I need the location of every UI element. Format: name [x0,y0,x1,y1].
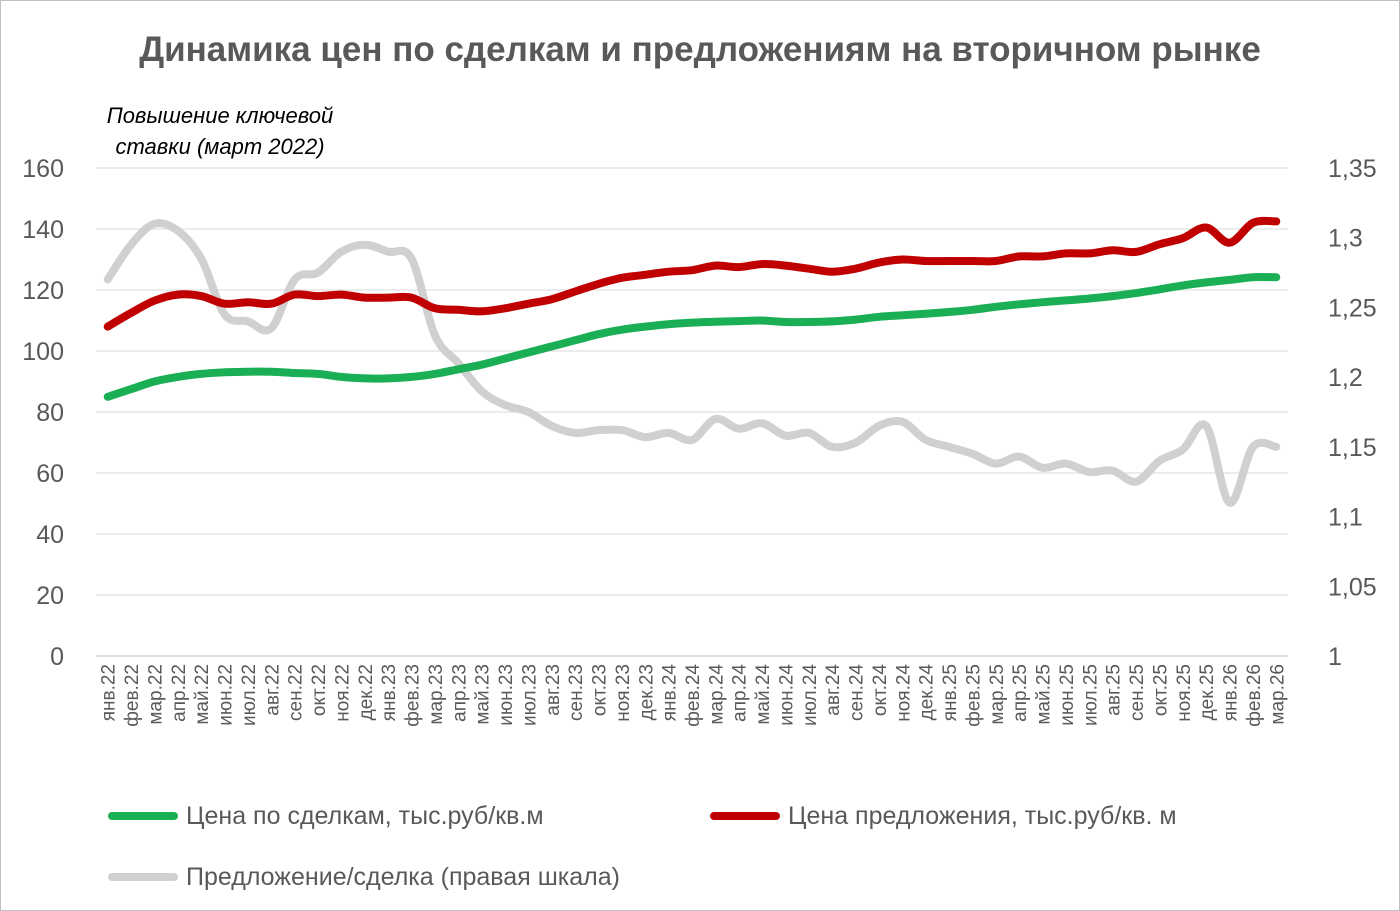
left-axis-tick-label: 100 [22,338,64,366]
x-axis-tick-label: июн.25 [1057,664,1078,726]
x-axis-tick-label: дек.24 [917,664,938,721]
left-axis-tick-label: 80 [36,399,64,427]
x-axis-tick-label: янв.24 [660,664,681,722]
x-axis-tick-label: фев.26 [1244,664,1265,727]
x-axis-tick-label: фев.22 [122,664,143,727]
x-axis-tick-label: май.24 [753,664,774,725]
x-axis-tick-label: дек.22 [356,664,377,720]
left-axis-tick-label: 40 [36,521,64,549]
legend-swatch-deal-price [108,812,178,820]
x-axis-tick-label: апр.22 [169,664,190,722]
right-axis-tick-label: 1,25 [1328,294,1377,322]
x-axis-tick-label: мар.24 [706,664,727,725]
x-axis-tick-label: июн.24 [776,664,797,726]
x-axis-tick-label: окт.24 [870,664,891,717]
x-axis-tick-label: фев.25 [963,664,984,727]
x-axis-tick-label: мар.23 [426,664,447,725]
right-axis-tick-label: 1,3 [1328,225,1363,253]
series-line-offer-deal-ratio [103,219,1281,507]
x-axis-tick-label: июн.22 [216,664,237,726]
x-axis-tick-label: дек.23 [636,664,657,720]
series-line-deal-price [103,272,1281,401]
x-axis-tick-label: апр.25 [1010,664,1031,722]
x-axis-tick-label: июл.25 [1080,664,1101,726]
series-line-offer-price [103,216,1281,331]
x-axis-tick-label: ноя.24 [893,664,914,722]
x-axis-tick-label: июл.24 [800,664,821,726]
left-axis-tick-label: 20 [36,582,64,610]
chart-title: Динамика цен по сделкам и предложениям н… [139,30,1261,69]
x-axis-tick-label: фев.23 [403,664,424,727]
right-axis-tick-label: 1,15 [1328,434,1377,462]
x-axis-tick-label: июл.23 [519,664,540,726]
x-axis-tick-label: янв.23 [379,664,400,721]
x-axis-tick-label: ноя.25 [1174,664,1195,722]
x-axis-tick-label: авг.22 [262,664,283,716]
x-axis-tick-label: авг.25 [1104,664,1125,716]
legend-label-deal-price: Цена по сделкам, тыс.руб/кв.м [186,802,544,830]
x-axis-tick-label: май.25 [1034,664,1055,725]
x-axis-tick-label: мар.22 [145,664,166,725]
x-axis-tick-label: окт.23 [590,664,611,716]
x-axis-tick-label: июн.23 [496,664,517,726]
x-axis-tick-label: апр.24 [730,664,751,722]
left-axis-tick-label: 160 [22,155,64,183]
x-axis-tick-label: янв.22 [99,664,120,721]
x-axis-tick-label: сен.22 [286,664,307,721]
x-axis-tick-label: сен.23 [566,664,587,721]
x-axis-tick-label: фев.24 [683,664,704,727]
right-axis-tick-label: 1,35 [1328,155,1377,183]
x-axis-tick-label: авг.23 [543,664,564,716]
annotation-rate-hike: Повышение ключевой ставки (март 2022) [106,103,334,159]
right-axis-tick-label: 1,1 [1328,504,1363,532]
legend-swatch-offer-price [710,812,780,820]
x-axis-tick-label: ноя.22 [332,664,353,722]
x-axis-tick-label: окт.25 [1150,664,1171,716]
legend-label-offer-price: Цена предложения, тыс.руб/кв. м [788,802,1177,830]
x-axis-tick-label: дек.25 [1197,664,1218,720]
x-axis-tick-label: сен.24 [847,664,868,721]
left-axis-tick-label: 0 [50,643,64,671]
x-axis-tick-label: апр.23 [449,664,470,722]
legend-label-offer-deal-ratio: Предложение/сделка (правая шкала) [186,863,620,891]
legend-swatch-offer-deal-ratio [108,873,178,881]
x-axis-tick-label: сен.25 [1127,664,1148,721]
x-axis-tick-label: май.23 [473,664,494,725]
x-axis-tick-label: июл.22 [239,664,260,726]
right-axis-tick-label: 1 [1328,643,1342,671]
x-axis-tick-label: май.22 [192,664,213,725]
x-axis-tick-label: ноя.23 [613,664,634,722]
x-axis-tick-label: мар.26 [1267,664,1288,725]
x-axis-tick-label: янв.26 [1221,664,1242,721]
right-axis-tick-label: 1,05 [1328,573,1377,601]
x-axis-tick-label: мар.25 [987,664,1008,725]
left-axis-tick-label: 60 [36,460,64,488]
x-axis-tick-label: авг.24 [823,664,844,716]
left-axis-tick-label: 140 [22,216,64,244]
left-axis-tick-label: 120 [22,277,64,305]
right-axis-tick-label: 1,2 [1328,364,1363,392]
x-axis-tick-label: янв.25 [940,664,961,721]
x-axis-tick-label: окт.22 [309,664,330,716]
